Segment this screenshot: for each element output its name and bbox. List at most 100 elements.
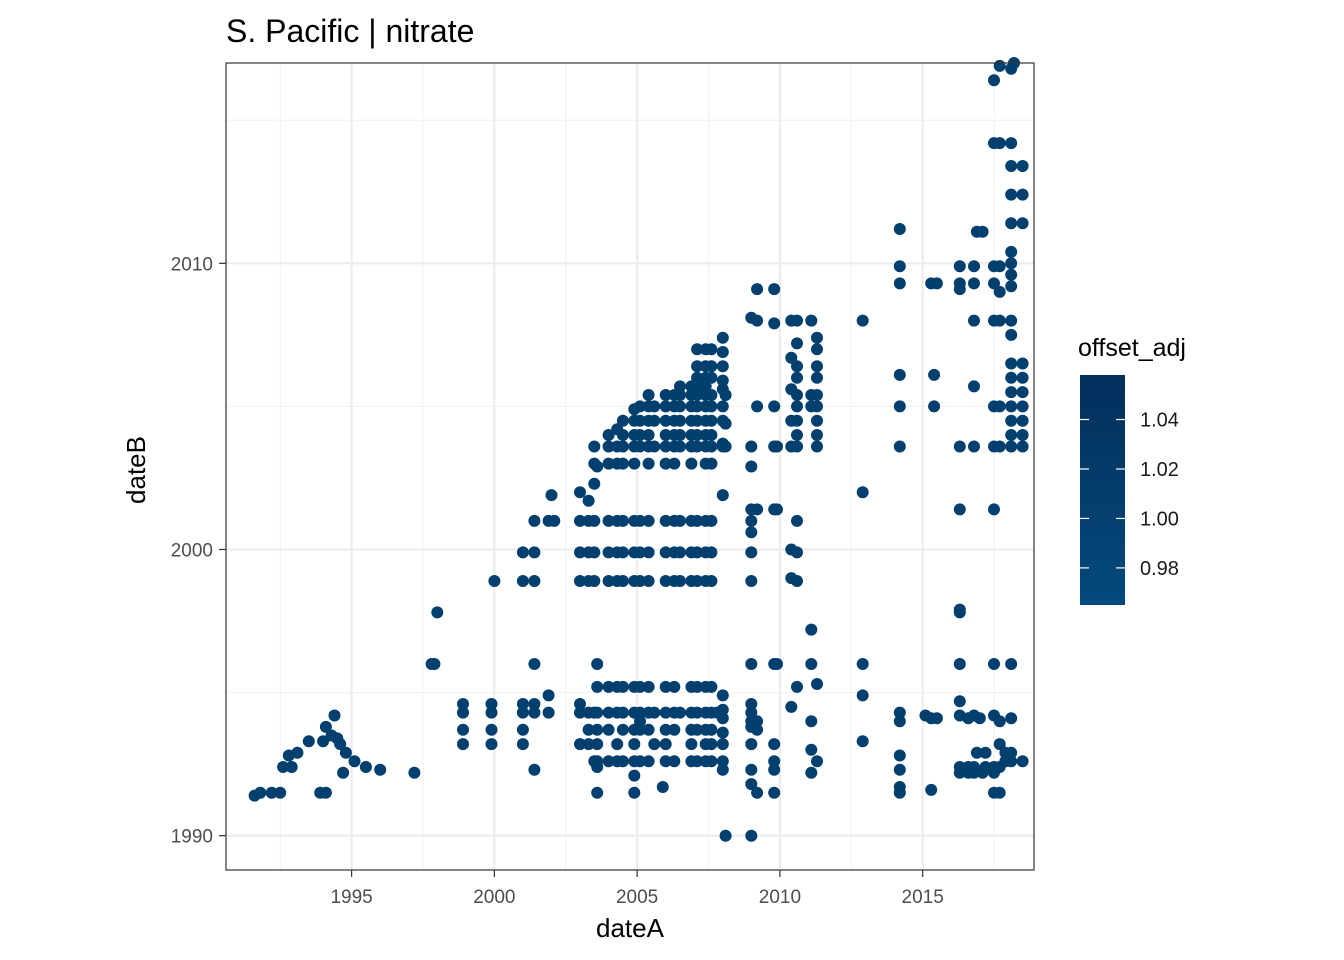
data-point [319, 720, 332, 733]
data-point [302, 735, 315, 748]
data-point [705, 440, 718, 453]
data-point [334, 738, 347, 751]
data-point [516, 698, 529, 710]
data-point [993, 715, 1006, 728]
data-point [973, 712, 986, 725]
data-point [485, 738, 498, 751]
data-point [928, 400, 941, 413]
data-point [545, 489, 558, 502]
data-point [745, 698, 758, 710]
data-point [691, 414, 704, 427]
data-point [811, 429, 823, 441]
data-point [1005, 245, 1018, 258]
data-point [979, 761, 992, 773]
data-point [1016, 440, 1029, 453]
data-point [993, 59, 1006, 72]
data-point [768, 283, 781, 296]
data-point [528, 698, 541, 710]
data-point [1016, 386, 1029, 399]
data-point [719, 389, 732, 401]
data-point [528, 763, 541, 776]
data-point [277, 761, 290, 773]
data-point [1016, 357, 1029, 370]
data-point [716, 726, 729, 739]
data-point [616, 723, 629, 736]
data-point [791, 680, 803, 693]
data-point [791, 400, 803, 413]
data-point [674, 575, 686, 587]
data-point [659, 514, 672, 527]
data-point [659, 429, 672, 441]
y-tick-label: 2000 [171, 540, 213, 561]
data-point [634, 429, 646, 441]
data-point [811, 371, 823, 384]
data-point [893, 715, 906, 728]
data-point [574, 706, 586, 719]
data-point [359, 761, 372, 773]
legend-tick-label: 1.04 [1140, 410, 1179, 432]
data-point [705, 755, 718, 768]
chart-title: S. Pacific | nitrate [226, 13, 474, 49]
data-point [457, 706, 469, 719]
data-point [691, 371, 704, 384]
data-point [574, 575, 586, 587]
data-point [751, 400, 764, 413]
data-point [548, 514, 561, 527]
data-point [668, 723, 681, 736]
data-point [691, 400, 704, 413]
data-point [691, 706, 704, 719]
data-point [745, 658, 758, 670]
data-point [791, 314, 803, 327]
data-point [719, 417, 732, 430]
data-point [374, 763, 387, 776]
data-point [337, 766, 350, 779]
data-point [805, 766, 818, 779]
legend-tick-label: 1.02 [1140, 459, 1179, 481]
data-point [1005, 712, 1018, 725]
data-point [705, 360, 718, 373]
data-point [574, 514, 586, 527]
data-point [711, 706, 724, 719]
data-point [516, 575, 529, 587]
data-point [457, 738, 469, 751]
data-point [768, 786, 781, 799]
data-point [745, 778, 758, 791]
data-point [691, 440, 704, 453]
data-point [674, 380, 686, 393]
data-point [1005, 658, 1018, 670]
data-point [582, 738, 595, 751]
data-point [751, 283, 764, 296]
data-point [791, 360, 803, 373]
legend-title: offset_adj [1078, 334, 1186, 362]
data-point [659, 440, 672, 453]
data-point [642, 457, 655, 470]
data-point [705, 389, 718, 401]
data-point [856, 658, 869, 670]
data-point [705, 400, 718, 413]
data-point [642, 546, 655, 559]
data-point [745, 763, 758, 776]
data-point [408, 766, 421, 779]
data-point [602, 440, 615, 453]
data-point [768, 400, 781, 413]
data-point [968, 260, 980, 273]
data-point [616, 440, 629, 453]
plot-border [225, 62, 1035, 871]
data-point [616, 514, 629, 527]
data-point [791, 440, 803, 453]
data-point [930, 712, 943, 725]
data-point [705, 575, 718, 587]
data-point [805, 623, 818, 636]
data-point [642, 514, 655, 527]
x-tick-label: 1995 [330, 887, 372, 908]
data-point [642, 575, 655, 587]
data-point [1005, 160, 1018, 172]
data-point [699, 380, 712, 393]
data-point [668, 755, 681, 768]
data-point [642, 755, 655, 768]
data-point [428, 658, 441, 670]
data-point [993, 786, 1006, 799]
data-point [634, 440, 646, 453]
data-point [642, 429, 655, 441]
